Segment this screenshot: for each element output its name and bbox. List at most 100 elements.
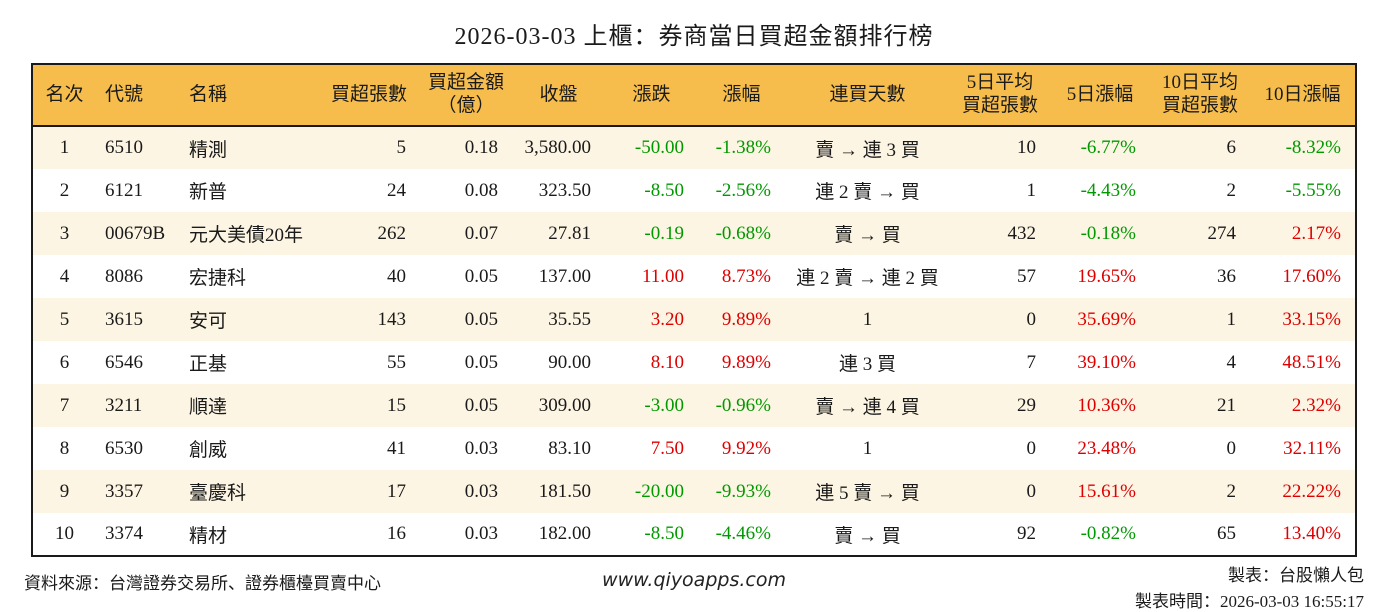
cell-name: 宏捷科 [189,268,247,289]
cell-change-pct: -0.96% [715,394,771,416]
cell-net-buy-amount: 0.05 [464,351,498,373]
cell-change: -50.00 [634,137,684,158]
cell-name: 精測 [189,139,228,161]
cell-close: 323.50 [538,179,591,201]
cell-avg10-volume: 0 [1226,437,1237,459]
cell-rank: 5 [59,308,70,330]
cell-buy-streak: 賣 → 連 3 買 [815,139,920,161]
cell-avg5-volume: 10 [1017,137,1036,158]
cell-avg5-volume: 29 [1017,394,1036,416]
cell-buy-streak: 1 [862,437,873,459]
column-header-change-pct: 漲幅 [698,64,785,127]
table-row: 9 3357 臺慶科 17 0.03 181.50 -20.00 -9.93% 連 5 賣 → … [32,470,1356,513]
column-header-change: 漲跌 [605,64,698,127]
table-row: 7 3211 順達 15 0.05 309.00 -3.00 -0.96% 賣 → 連 4 買 2… [32,384,1356,427]
cell-rank: 7 [59,394,70,416]
cell-name: 安可 [189,311,228,332]
cell-code: 3615 [105,308,143,330]
column-header-avg10-volume: 10日平均 買超張數 [1150,64,1250,127]
cell-buy-streak: 1 [862,308,873,330]
cell-close: 3,580.00 [524,137,592,158]
cell-code: 00679B [105,222,166,244]
cell-avg10-volume: 274 [1207,222,1237,244]
cell-change-pct: 9.92% [721,437,771,459]
column-header-pct10: 10日漲幅 [1250,64,1356,127]
table-row: 10 3374 精材 16 0.03 182.00 -8.50 -4.46% 賣 → 買 92 -0… [32,513,1356,556]
cell-pct5: 39.10% [1077,351,1136,373]
cell-code: 3211 [105,394,143,416]
cell-close: 181.50 [538,480,591,502]
cell-net-buy-amount: 0.08 [464,179,498,201]
cell-buy-streak: 賣 → 買 [834,525,901,547]
cell-code: 3374 [105,523,143,544]
cell-rank: 9 [59,480,70,502]
cell-buy-streak: 連 3 買 [838,354,896,375]
cell-avg10-volume: 6 [1226,137,1237,158]
cell-name: 元大美債20年 [189,225,304,246]
cell-avg5-volume: 0 [1026,480,1037,502]
column-header-buy-streak: 連買天數 [785,64,950,127]
cell-rank: 1 [59,137,70,158]
cell-net-buy-amount: 0.05 [464,394,498,416]
cell-pct10: 22.22% [1282,480,1341,502]
cell-avg10-volume: 2 [1226,179,1237,201]
column-header-avg5-volume: 5日平均 買超張數 [950,64,1050,127]
cell-avg5-volume: 7 [1026,351,1037,373]
cell-close: 27.81 [548,222,591,244]
cell-pct10: 17.60% [1282,265,1341,287]
cell-pct5: -6.77% [1080,137,1136,158]
cell-pct10: -8.32% [1285,137,1341,158]
footer: 資料來源：台灣證券交易所、證券櫃檯買賣中心 www.qiyoapps.com 製… [24,563,1364,612]
cell-close: 83.10 [548,437,591,459]
cell-name: 順達 [189,397,228,418]
cell-close: 182.00 [538,523,591,544]
cell-code: 6530 [105,437,143,459]
cell-rank: 6 [59,351,70,373]
cell-change-pct: -0.68% [715,222,771,244]
cell-pct10: 13.40% [1282,523,1341,544]
cell-net-buy-volume: 40 [387,265,406,287]
cell-pct5: 10.36% [1077,394,1136,416]
cell-net-buy-amount: 0.18 [464,137,498,158]
cell-change-pct: -4.46% [715,523,771,544]
cell-name: 正基 [189,354,228,375]
cell-avg5-volume: 1 [1026,179,1037,201]
cell-avg5-volume: 57 [1017,265,1036,287]
cell-name: 創威 [189,440,228,461]
cell-change-pct: -1.38% [715,137,771,158]
cell-net-buy-amount: 0.03 [464,480,498,502]
cell-change-pct: 8.73% [721,265,771,287]
cell-net-buy-amount: 0.03 [464,523,498,544]
cell-net-buy-volume: 143 [377,308,407,330]
cell-change: -8.50 [644,523,684,544]
cell-close: 90.00 [548,351,591,373]
cell-pct10: 32.11% [1283,437,1341,459]
cell-avg5-volume: 0 [1026,437,1037,459]
cell-avg10-volume: 21 [1217,394,1236,416]
cell-code: 6121 [105,179,143,201]
column-header-net-buy-volume: 買超張數 [318,64,420,127]
cell-close: 35.55 [548,308,591,330]
cell-avg5-volume: 432 [1007,222,1037,244]
data-source-note: 資料來源：台灣證券交易所、證券櫃檯買賣中心 [24,574,381,593]
cell-change-pct: -9.93% [715,480,771,502]
cell-code: 8086 [105,265,143,287]
cell-net-buy-volume: 5 [396,137,407,158]
cell-rank: 10 [55,523,74,544]
cell-rank: 4 [59,265,70,287]
cell-net-buy-amount: 0.05 [464,308,498,330]
column-header-close: 收盤 [512,64,605,127]
table-row: 5 3615 安可 143 0.05 35.55 3.20 9.89% 1 0 35.69% 1 33.… [32,298,1356,341]
cell-net-buy-volume: 262 [377,222,407,244]
cell-pct10: 2.32% [1291,394,1341,416]
cell-change: -3.00 [644,394,684,416]
ranking-table: 名次 代號 名稱 買超張數 買超金額 （億） 收盤 漲跌 漲幅 連買天數 5日平均 買超張數 5日漲… [31,63,1357,557]
cell-code: 6510 [105,137,143,158]
made-time-note: 製表時間：2026-03-03 16:55:17 [1134,591,1364,611]
cell-close: 137.00 [538,265,591,287]
cell-pct10: 33.15% [1282,308,1341,330]
table-head: 名次 代號 名稱 買超張數 買超金額 （億） 收盤 漲跌 漲幅 連買天數 5日平均 買超張數 5日漲… [32,64,1356,127]
cell-net-buy-volume: 15 [387,394,406,416]
cell-change: 3.20 [650,308,684,330]
cell-change: 8.10 [650,351,684,373]
